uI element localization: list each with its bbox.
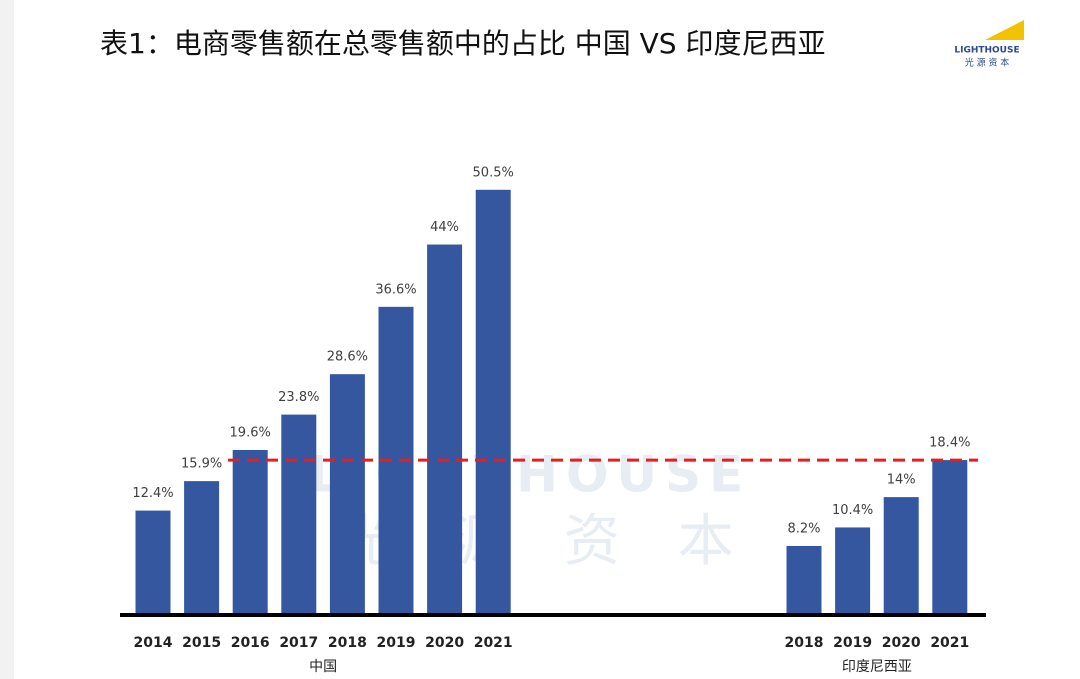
bar [835, 527, 871, 615]
bar [281, 414, 317, 615]
value-label: 23.8% [278, 390, 319, 405]
x-tick-label: 2020 [425, 635, 464, 651]
bar [427, 244, 463, 615]
value-label: 12.4% [132, 486, 173, 501]
x-tick-label: 2021 [930, 635, 969, 651]
value-label: 36.6% [375, 282, 416, 297]
value-label: 8.2% [787, 521, 820, 536]
bar [232, 449, 268, 615]
value-label: 18.4% [929, 436, 970, 451]
x-tick-label: 2018 [328, 635, 367, 651]
value-label: 14% [887, 473, 916, 488]
value-label: 28.6% [327, 350, 368, 365]
x-tick-label: 2015 [182, 635, 221, 651]
x-tick-label: 2014 [134, 635, 173, 651]
bar [475, 189, 511, 616]
group-label: 印度尼西亚 [842, 659, 912, 675]
x-tick-label: 2016 [231, 635, 270, 651]
logo-subtitle: 光 源 资 本 [965, 57, 1010, 69]
bar [883, 497, 919, 615]
left-strip [0, 0, 14, 679]
logo-name: LIGHTHOUSE [954, 46, 1019, 56]
x-tick-label: 2019 [833, 635, 872, 651]
x-tick-label: 2021 [474, 635, 513, 651]
value-label: 44% [430, 220, 459, 235]
value-label: 19.6% [230, 425, 271, 440]
x-tick-label: 2017 [279, 635, 318, 651]
bar [135, 510, 171, 615]
value-label: 15.9% [181, 457, 222, 472]
bar [329, 374, 365, 615]
bar [184, 481, 220, 615]
bar [932, 460, 968, 615]
watermark-name: LIGHTHOUSE [309, 446, 752, 504]
logo-icon [985, 20, 1024, 40]
value-label: 50.5% [473, 165, 514, 180]
bar [786, 545, 822, 615]
x-tick-label: 2018 [785, 635, 824, 651]
group-label: 中国 [309, 659, 337, 675]
x-tick-label: 2019 [377, 635, 416, 651]
chart-title: 表1：电商零售额在总零售额中的占比 中国 VS 印度尼西亚 [100, 27, 825, 60]
value-label: 10.4% [832, 503, 873, 518]
x-tick-label: 2020 [882, 635, 921, 651]
